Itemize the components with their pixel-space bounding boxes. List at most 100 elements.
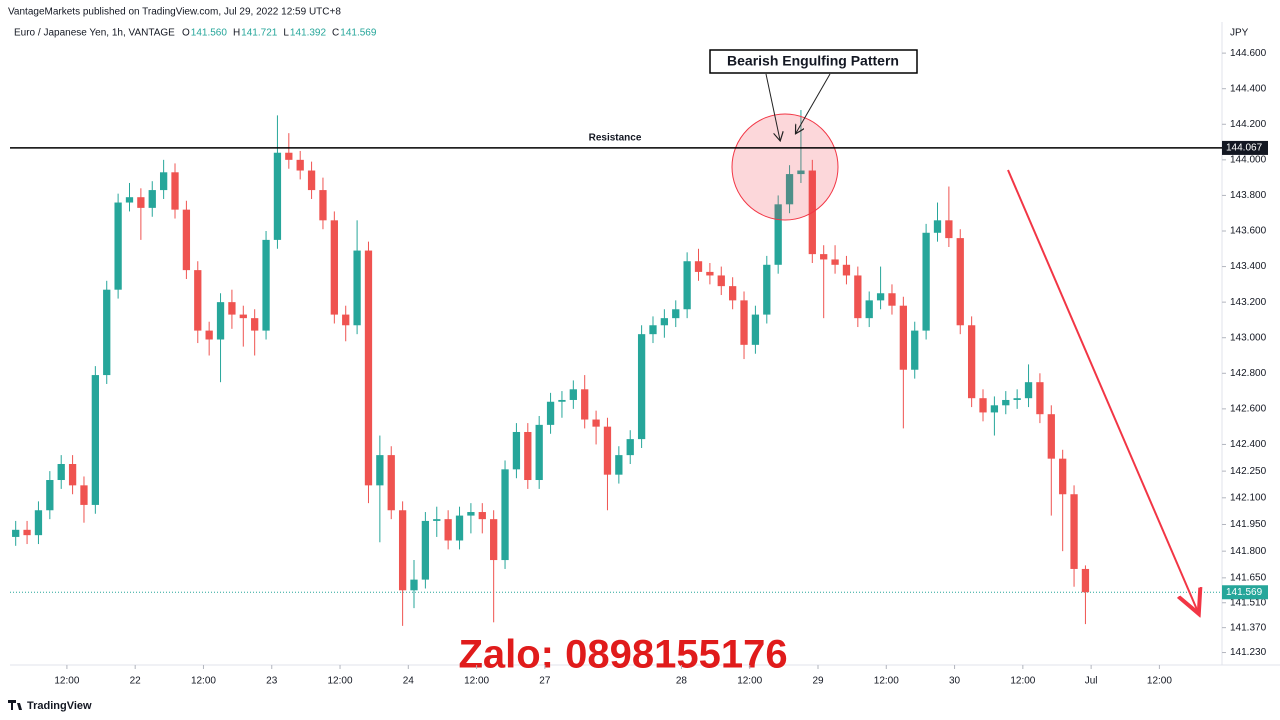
candle-body: [148, 190, 156, 208]
ohlc-value: 141.721: [241, 28, 278, 39]
x-tick-label: 12:00: [191, 676, 216, 687]
brand-logo: [8, 700, 22, 710]
candle-body: [717, 275, 725, 287]
candle-body: [251, 318, 259, 331]
candle-body: [569, 389, 577, 400]
candle-body: [137, 197, 145, 208]
candle-body: [967, 325, 976, 399]
ohlc-key: C: [332, 28, 339, 39]
candle-body: [626, 439, 634, 456]
y-tick-label: 143.800: [1230, 190, 1267, 201]
candle-body: [831, 259, 839, 265]
candle-body: [34, 510, 43, 536]
y-tick-label: 143.200: [1230, 297, 1267, 308]
candle-body: [1070, 494, 1078, 569]
candle-body: [387, 455, 395, 511]
price-tag: [1222, 140, 1268, 155]
candle-body: [751, 314, 760, 345]
candle-body: [410, 579, 418, 591]
candle-body: [330, 220, 338, 315]
candle-body: [694, 261, 703, 272]
y-tick-label: 141.230: [1230, 647, 1267, 658]
candle-body: [490, 519, 498, 561]
candle-body: [1024, 382, 1033, 399]
candle-body: [1002, 399, 1010, 406]
candle-body: [1059, 458, 1067, 495]
candle-body: [785, 174, 794, 205]
x-tick-label: 12:00: [737, 676, 762, 687]
x-tick-label: 12:00: [328, 676, 353, 687]
y-tick-label: 141.510: [1230, 597, 1267, 608]
candle-body: [558, 399, 566, 402]
candle-body: [672, 309, 680, 319]
candle-body: [80, 485, 88, 505]
candle-body: [478, 512, 486, 520]
candle-body: [342, 314, 350, 326]
publisher: VantageMarkets published on TradingView.…: [8, 7, 341, 18]
annotation-arrow: [765, 73, 780, 140]
x-tick-label: 12:00: [1147, 676, 1172, 687]
candle-body: [615, 455, 623, 475]
candle-body: [296, 159, 304, 171]
candle-body: [114, 202, 122, 290]
candle-body: [194, 270, 202, 331]
candle-body: [1013, 398, 1021, 400]
candle-body: [501, 469, 509, 561]
candle-body: [922, 232, 930, 331]
trend-arrow: [1007, 169, 1198, 612]
x-tick-label: 23: [266, 676, 278, 687]
x-tick-label: 22: [130, 676, 142, 687]
candle-body: [12, 529, 20, 537]
brand: TradingView: [27, 700, 92, 712]
candle-body: [68, 464, 77, 486]
x-tick-label: Jul: [1085, 676, 1098, 687]
price-tag: [1222, 585, 1268, 600]
candle-body: [854, 275, 862, 319]
y-tick-label: 143.400: [1230, 261, 1267, 272]
annotation: Bearish Engulfing Pattern: [727, 53, 899, 69]
candle-body: [729, 286, 737, 301]
ohlc-header: O 141.560 H 141.721 L 141.392 C 141.569: [182, 28, 377, 39]
candle-body: [205, 330, 213, 340]
candle-body: [182, 209, 191, 271]
candle-body: [171, 172, 179, 210]
y-tick-label: 142.800: [1230, 368, 1267, 379]
candle-body: [353, 250, 361, 326]
y-tick-label: 142.100: [1230, 492, 1267, 503]
candle-body: [581, 389, 589, 420]
ohlc-value: 141.392: [290, 28, 327, 39]
candle-body: [945, 220, 953, 239]
candle-body: [660, 318, 669, 326]
ohlc-value: 141.569: [340, 28, 377, 39]
candle-body: [273, 152, 282, 240]
candle-body: [159, 172, 168, 191]
candle-body: [535, 424, 543, 481]
y-tick-label: 144.400: [1230, 83, 1267, 94]
x-tick-label: 12:00: [464, 676, 489, 687]
candle-body: [307, 170, 316, 191]
candle-body: [103, 289, 111, 376]
candle-body: [899, 305, 907, 370]
candle-body: [433, 519, 441, 521]
candle-body: [637, 334, 646, 440]
candle-body: [956, 238, 964, 326]
candle-body: [216, 302, 225, 340]
candle-body: [592, 419, 600, 427]
candle-body: [911, 330, 919, 370]
candle-body: [444, 519, 452, 541]
candle-body: [740, 300, 748, 345]
symbol: Euro / Japanese Yen, 1h, VANTAGE: [14, 28, 175, 39]
y-tick-label: 141.950: [1230, 519, 1267, 530]
candle-body: [319, 190, 327, 221]
candle-body: [228, 302, 236, 315]
candle-body: [524, 431, 532, 481]
candle-body: [933, 220, 942, 233]
y-tick-label: 142.400: [1230, 439, 1267, 450]
candle-body: [57, 464, 65, 481]
x-tick-label: 27: [539, 676, 551, 687]
x-tick-label: 24: [403, 676, 415, 687]
candle-body: [262, 239, 270, 331]
candle-body: [398, 510, 407, 591]
currency: JPY: [1230, 28, 1249, 39]
y-tick-label: 143.600: [1230, 226, 1267, 237]
